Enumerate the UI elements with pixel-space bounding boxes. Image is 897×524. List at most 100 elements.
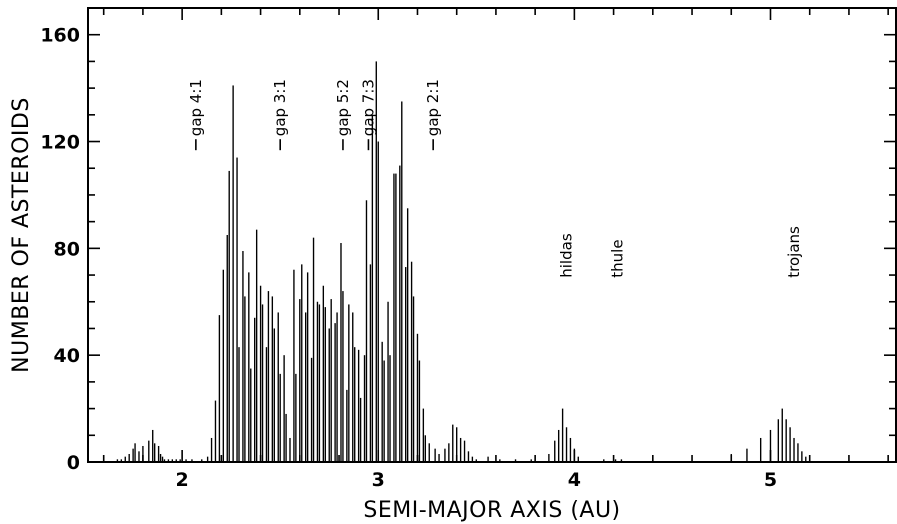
bar <box>746 448 748 462</box>
bar <box>603 459 605 462</box>
annotation-label: gap 4:1 <box>187 79 205 136</box>
bar <box>163 459 166 462</box>
bar <box>328 328 330 462</box>
bar <box>175 459 177 462</box>
bar <box>254 317 256 462</box>
bar <box>157 445 160 462</box>
bar <box>434 448 436 462</box>
bar <box>463 440 466 462</box>
bar <box>456 427 458 462</box>
bar <box>418 360 421 462</box>
bar <box>459 437 462 462</box>
bar <box>401 101 403 462</box>
bar <box>793 437 795 462</box>
bar <box>259 285 262 462</box>
bar <box>210 437 213 462</box>
bar <box>171 459 174 462</box>
bar <box>569 437 572 462</box>
bar <box>406 208 409 462</box>
bar <box>242 251 244 462</box>
bar <box>354 347 356 462</box>
bar <box>214 400 217 462</box>
bar <box>244 296 246 462</box>
bar <box>310 357 313 462</box>
bar <box>399 165 401 462</box>
bar <box>277 312 279 462</box>
bar <box>322 285 325 462</box>
bar <box>301 264 303 462</box>
bar <box>769 429 772 462</box>
y-tick-label: 40 <box>54 345 80 367</box>
bar <box>132 448 134 462</box>
bar <box>467 451 470 462</box>
bar <box>255 229 258 462</box>
bar <box>346 389 348 462</box>
bar <box>759 437 762 462</box>
bar <box>318 304 321 462</box>
bar <box>444 448 446 462</box>
bar <box>805 456 807 462</box>
bar <box>352 312 354 462</box>
bar <box>561 408 564 462</box>
bar <box>359 397 362 462</box>
bar <box>265 347 268 462</box>
annotations-group: gap 4:1 gap 3:1 gap 5:2 gap 7:3 gap 2:1 hilda… <box>187 79 803 278</box>
bar <box>530 459 532 462</box>
x-tick-label: 5 <box>764 469 777 491</box>
bar <box>565 427 568 462</box>
x-axis-ticks: 2 3 4 5 <box>102 8 889 491</box>
bar <box>159 453 162 462</box>
bar <box>801 451 803 462</box>
bar <box>324 307 326 462</box>
bar <box>554 440 556 462</box>
bar <box>342 291 344 462</box>
bar <box>312 237 315 462</box>
bar <box>448 443 450 462</box>
x-tick-label: 3 <box>372 469 385 491</box>
y-tick-label: 0 <box>67 452 80 474</box>
bar <box>336 312 338 462</box>
bar <box>381 341 383 462</box>
bar <box>116 459 119 462</box>
bar <box>138 451 140 462</box>
plot-frame <box>87 7 897 463</box>
bar <box>389 355 391 462</box>
bar <box>557 429 560 462</box>
bar <box>295 373 297 462</box>
bar <box>487 456 489 462</box>
bar <box>334 323 336 462</box>
bars-group <box>116 61 807 463</box>
bar <box>128 453 130 462</box>
bar <box>279 373 281 462</box>
bar <box>395 173 397 462</box>
bar <box>142 445 144 462</box>
bar <box>289 437 291 462</box>
bar <box>348 304 350 462</box>
y-tick-label: 120 <box>40 132 80 154</box>
bar <box>438 453 440 462</box>
bar <box>238 347 240 462</box>
bar <box>357 349 360 462</box>
bar <box>306 272 309 462</box>
annotation-label: hildas <box>558 233 576 278</box>
y-axis-title: NUMBER OF ASTEROIDS <box>9 97 34 373</box>
bar <box>393 173 395 462</box>
bar <box>305 312 307 462</box>
bar <box>781 408 783 462</box>
annotation-label: trojans <box>785 226 803 278</box>
bar <box>283 355 285 462</box>
x-tick-label: 2 <box>176 469 189 491</box>
bar <box>293 269 295 462</box>
bar <box>236 157 238 463</box>
bar <box>148 440 150 462</box>
bar <box>261 304 264 462</box>
annotation-label: gap 7:3 <box>359 79 377 136</box>
bar <box>248 272 250 462</box>
bar <box>273 328 275 462</box>
bar <box>363 355 366 462</box>
bar <box>222 269 224 462</box>
x-tick-label: 4 <box>568 469 581 491</box>
bar <box>452 424 454 462</box>
annotation-label: thule <box>609 239 627 277</box>
bar <box>167 459 170 462</box>
